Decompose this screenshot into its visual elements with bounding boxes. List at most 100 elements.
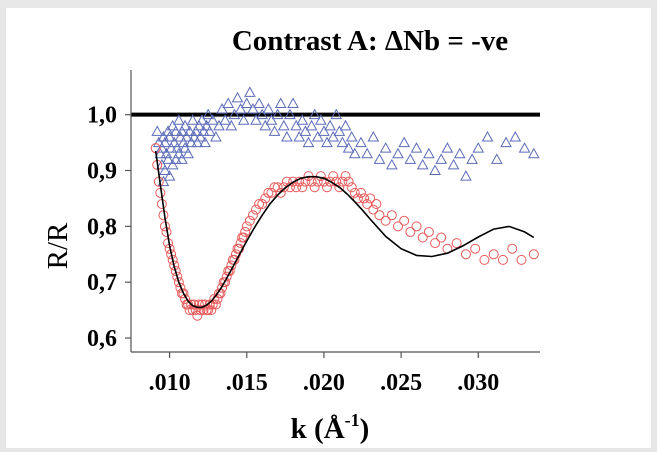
circle-point — [247, 210, 258, 221]
circle-point — [430, 238, 441, 249]
circle-point — [479, 254, 490, 265]
triangle-point — [168, 136, 181, 148]
triangle-point — [466, 153, 478, 164]
triangle-point — [237, 114, 250, 125]
triangle-series — [151, 86, 540, 187]
circle-point — [254, 199, 265, 210]
circle-point — [260, 193, 271, 204]
fit-curve — [154, 150, 535, 309]
triangle-point — [169, 125, 182, 136]
triangle-point — [163, 130, 176, 142]
circle-point — [516, 254, 527, 265]
triangle-point — [157, 175, 170, 187]
triangle-point — [423, 147, 435, 159]
triangle-point — [290, 119, 302, 131]
circle-point — [322, 182, 333, 193]
circle-point — [240, 226, 251, 237]
y-axis-label: R/R — [42, 222, 74, 269]
circle-point — [349, 187, 360, 198]
y-tick-label: 0,7 — [87, 270, 117, 296]
triangle-point — [179, 142, 191, 153]
circle-point — [362, 199, 373, 210]
triangle-point — [174, 130, 187, 142]
circle-point — [334, 182, 345, 193]
triangle-point — [206, 114, 219, 125]
triangle-point — [156, 142, 168, 153]
triangle-point — [199, 136, 211, 148]
circle-point — [291, 182, 302, 193]
circle-point — [272, 182, 283, 193]
triangle-point — [472, 142, 485, 153]
triangle-point — [216, 103, 228, 114]
triangle-point — [281, 130, 293, 142]
triangle-point — [527, 147, 540, 159]
circle-point — [368, 204, 379, 215]
triangle-point — [253, 97, 265, 109]
circle-point — [411, 221, 422, 232]
triangle-point — [176, 125, 188, 136]
y-tick-label: 0,6 — [87, 326, 117, 352]
triangle-point — [265, 114, 278, 125]
triangle-point — [274, 97, 287, 109]
triangle-point — [481, 130, 494, 142]
triangle-point — [210, 130, 222, 142]
triangle-point — [373, 153, 386, 164]
triangle-point — [490, 153, 503, 164]
circle-point — [200, 299, 211, 310]
triangle-point — [311, 130, 324, 142]
triangle-point — [159, 136, 171, 148]
triangle-point — [355, 136, 367, 148]
triangle-point — [169, 153, 182, 164]
triangle-point — [219, 114, 231, 125]
circle-point — [170, 266, 181, 277]
x-axis-label: k (Å-1) — [291, 410, 370, 445]
circle-point — [241, 221, 252, 232]
circle-point — [380, 215, 391, 226]
circle-point — [470, 243, 481, 254]
y-tick-label: 0,8 — [87, 214, 117, 240]
triangle-point — [185, 136, 198, 148]
x-ticks: .010 .015 .020 .025 .030 — [149, 352, 499, 396]
y-ticks: 1,0 0,9 0,8 0,7 0,6 — [87, 103, 131, 352]
circle-point — [169, 260, 180, 271]
triangle-point — [183, 125, 196, 136]
triangle-point — [202, 108, 215, 120]
triangle-point — [197, 125, 210, 136]
circle-point — [173, 277, 184, 288]
triangle-point — [416, 158, 429, 170]
triangle-point — [172, 147, 185, 159]
circle-point — [371, 199, 382, 210]
triangle-point — [327, 130, 340, 142]
triangle-point — [256, 108, 269, 120]
triangle-point — [259, 119, 272, 131]
triangle-point — [398, 136, 411, 148]
triangle-point — [166, 158, 179, 170]
circle-point — [220, 277, 231, 288]
triangle-point — [182, 147, 194, 159]
triangle-point — [250, 114, 262, 125]
circle-point — [374, 210, 385, 221]
triangle-point — [234, 103, 247, 114]
y-tick-label: 1,0 — [87, 103, 117, 129]
triangle-point — [172, 114, 185, 125]
chart-title: Contrast A: ΔNb = -ve — [232, 25, 508, 57]
circle-point — [178, 288, 189, 299]
circle-point — [393, 221, 404, 232]
triangle-point — [189, 125, 202, 136]
chart-frame — [6, 8, 651, 448]
triangle-point — [243, 86, 256, 97]
triangle-point — [453, 147, 466, 159]
triangle-point — [509, 130, 522, 142]
triangle-point — [231, 91, 244, 103]
triangle-point — [441, 142, 454, 153]
circle-point — [328, 171, 339, 182]
triangle-point — [186, 114, 199, 125]
circle-point — [167, 254, 178, 265]
circle-point — [325, 176, 336, 187]
triangle-point — [163, 170, 176, 181]
circle-point — [355, 187, 366, 198]
triangle-point — [262, 103, 275, 114]
circle-point — [234, 243, 245, 254]
circle-point — [343, 176, 354, 187]
circle-point — [278, 182, 289, 193]
